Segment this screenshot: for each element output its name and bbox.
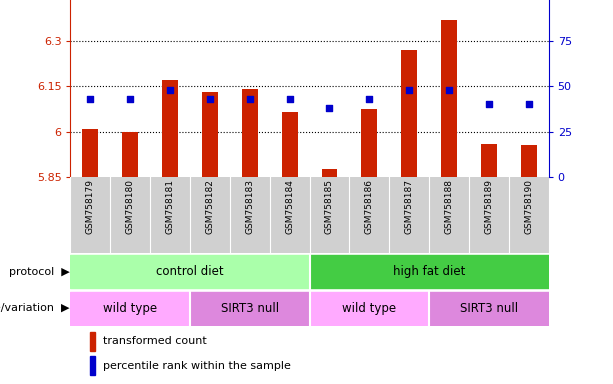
Text: control diet: control diet: [156, 265, 224, 278]
Bar: [322, 169, 337, 177]
Bar: [70, 292, 190, 324]
Point: [284, 96, 294, 102]
Bar: [481, 144, 497, 177]
Bar: [242, 89, 258, 177]
Text: GSM758190: GSM758190: [524, 179, 533, 234]
Text: GSM758181: GSM758181: [166, 179, 175, 234]
Text: GSM758187: GSM758187: [405, 179, 414, 234]
Text: GSM758184: GSM758184: [285, 179, 294, 234]
Text: GSM758186: GSM758186: [365, 179, 374, 234]
Text: GSM758180: GSM758180: [126, 179, 135, 234]
Point: [245, 96, 255, 102]
Bar: [521, 145, 537, 177]
Bar: [362, 109, 377, 177]
Bar: [89, 356, 96, 375]
Bar: [310, 255, 549, 288]
Point: [205, 96, 215, 102]
Point: [364, 96, 374, 102]
Bar: [402, 50, 417, 177]
Bar: [123, 131, 139, 177]
Text: protocol  ▶: protocol ▶: [9, 266, 70, 277]
Point: [484, 101, 494, 108]
Bar: [429, 292, 549, 324]
Point: [444, 87, 454, 93]
Bar: [202, 93, 218, 177]
Bar: [310, 292, 429, 324]
Text: GSM758189: GSM758189: [484, 179, 493, 234]
Text: GSM758179: GSM758179: [86, 179, 95, 234]
Text: SIRT3 null: SIRT3 null: [460, 302, 518, 314]
Point: [405, 87, 414, 93]
Text: transformed count: transformed count: [102, 336, 207, 346]
Text: GSM758188: GSM758188: [444, 179, 454, 234]
Bar: [282, 112, 298, 177]
Text: wild type: wild type: [103, 302, 158, 314]
Point: [125, 96, 135, 102]
Text: GSM758185: GSM758185: [325, 179, 334, 234]
Text: percentile rank within the sample: percentile rank within the sample: [102, 361, 291, 371]
Bar: [441, 20, 457, 177]
Bar: [70, 255, 310, 288]
Text: genotype/variation  ▶: genotype/variation ▶: [0, 303, 70, 313]
Text: GSM758183: GSM758183: [245, 179, 254, 234]
Point: [524, 101, 533, 108]
Text: wild type: wild type: [342, 302, 397, 314]
Bar: [89, 332, 96, 351]
Bar: [83, 129, 99, 177]
Text: GSM758182: GSM758182: [205, 179, 215, 234]
Point: [86, 96, 96, 102]
Bar: [190, 292, 310, 324]
Point: [325, 105, 335, 111]
Point: [166, 87, 175, 93]
Text: high fat diet: high fat diet: [393, 265, 465, 278]
Bar: [162, 80, 178, 177]
Text: SIRT3 null: SIRT3 null: [221, 302, 279, 314]
